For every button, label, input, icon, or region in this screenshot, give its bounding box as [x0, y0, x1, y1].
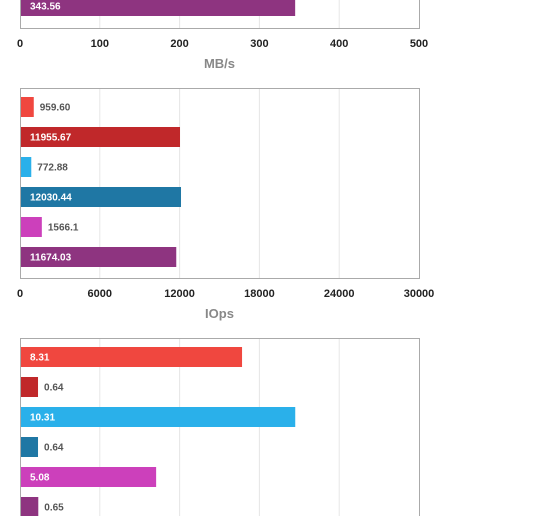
- bar-value-label: 959.60: [40, 103, 71, 114]
- bar: [21, 407, 296, 427]
- tick-label: 12000: [164, 288, 195, 300]
- tick-label: 6000: [88, 288, 112, 300]
- bar-value-label: 11674.03: [30, 253, 72, 264]
- bar: [21, 377, 39, 397]
- tick-label: 500: [410, 38, 428, 50]
- tick-label: 30000: [404, 288, 435, 300]
- tick-label: 200: [170, 38, 188, 50]
- bar-value-label: 0.65: [44, 503, 64, 514]
- tick-label: 300: [250, 38, 268, 50]
- bar-value-label: 772.88: [37, 163, 68, 174]
- bar: [21, 187, 182, 207]
- tick-label: 100: [91, 38, 109, 50]
- tick-label: 0: [17, 38, 23, 50]
- bar-value-label: 10.31: [30, 413, 55, 424]
- bar: [21, 97, 34, 117]
- plot-frame: [20, 0, 420, 29]
- tick-label: 18000: [244, 288, 275, 300]
- tick-label: 24000: [324, 288, 355, 300]
- chart-3: 8.31 0.64 10.31 0.64 5.08 0.65: [20, 338, 420, 516]
- bar-value-label: 12030.44: [30, 193, 72, 204]
- bar: [21, 217, 42, 237]
- bar: [21, 347, 243, 367]
- plot-frame: [20, 88, 420, 279]
- chart-1: 343.56 0 100 200 300 400 500 MB/s: [17, 0, 428, 71]
- bar-value-label: 0.64: [44, 383, 64, 394]
- plot-frame: [20, 338, 420, 516]
- tick-label: 400: [330, 38, 348, 50]
- bar: [21, 467, 157, 487]
- chart-2: 959.60 11955.67 772.88 12030.44 1566.1 11674.…: [17, 88, 434, 321]
- bar-value-label: 5.08: [30, 473, 50, 484]
- tick-label: 0: [17, 288, 23, 300]
- bar-value-label: 11955.67: [30, 133, 72, 144]
- bar-value-label: 343.56: [30, 2, 61, 13]
- bar: [21, 157, 32, 177]
- bar: [21, 247, 177, 267]
- axis-title: IOps: [205, 306, 234, 321]
- bar: [21, 437, 39, 457]
- bar: [21, 0, 296, 16]
- bar: [21, 127, 181, 147]
- bar-value-label: 1566.1: [48, 223, 79, 234]
- bar: [21, 497, 39, 516]
- bar-value-label: 8.31: [30, 353, 50, 364]
- bar-value-label: 0.64: [44, 443, 64, 454]
- axis-title: MB/s: [204, 56, 235, 71]
